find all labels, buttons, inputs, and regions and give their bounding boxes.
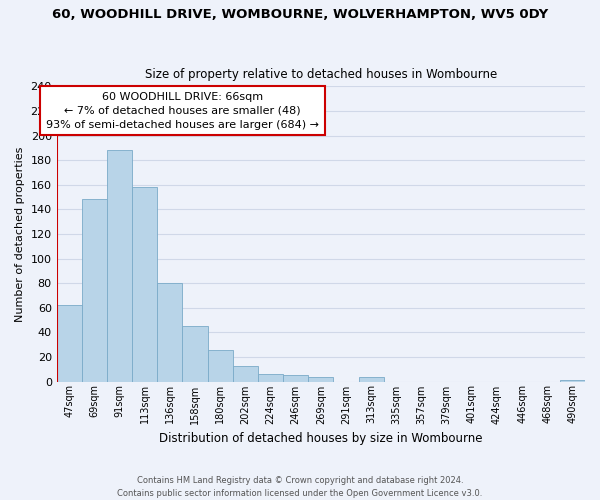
Bar [182,326,208,382]
Bar [56,306,82,382]
Bar [308,376,334,382]
Text: 60 WOODHILL DRIVE: 66sqm
← 7% of detached houses are smaller (48)
93% of semi-de: 60 WOODHILL DRIVE: 66sqm ← 7% of detache… [46,92,319,130]
Bar [107,150,132,382]
Bar [157,283,182,382]
Bar [82,200,107,382]
Bar [283,376,308,382]
Text: Contains HM Land Registry data © Crown copyright and database right 2024.
Contai: Contains HM Land Registry data © Crown c… [118,476,482,498]
Bar [359,376,384,382]
Y-axis label: Number of detached properties: Number of detached properties [15,146,25,322]
X-axis label: Distribution of detached houses by size in Wombourne: Distribution of detached houses by size … [159,432,482,445]
Bar [233,366,258,382]
Bar [258,374,283,382]
Bar [208,350,233,382]
Bar [560,380,585,382]
Title: Size of property relative to detached houses in Wombourne: Size of property relative to detached ho… [145,68,497,81]
Bar [132,187,157,382]
Text: 60, WOODHILL DRIVE, WOMBOURNE, WOLVERHAMPTON, WV5 0DY: 60, WOODHILL DRIVE, WOMBOURNE, WOLVERHAM… [52,8,548,20]
